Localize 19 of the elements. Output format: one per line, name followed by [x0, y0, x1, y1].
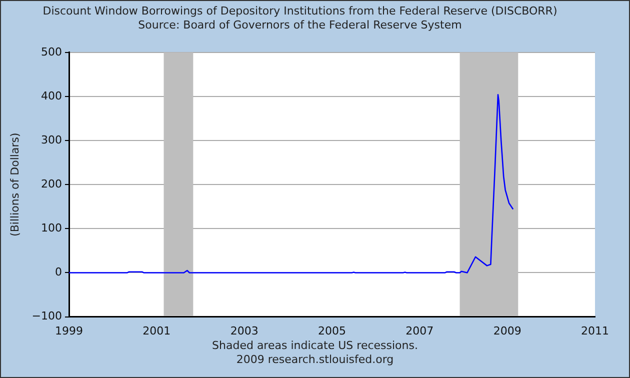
chart-subtitle: Source: Board of Governors of the Federal Reserve System — [138, 18, 462, 32]
x-tick-label: 1999 — [55, 324, 83, 338]
text: 2009 research.stlouisfed.org — [235, 353, 395, 367]
y-tick-label: 300 — [41, 133, 62, 146]
y-tick-label: 500 — [41, 45, 62, 58]
y-tick-label: 200 — [41, 177, 62, 190]
y-tick-label: 0 — [55, 266, 62, 279]
text: Shaded areas indicate US recessions. — [211, 339, 419, 353]
y-tick-label: 400 — [41, 89, 62, 102]
x-tick-label: 2005 — [318, 324, 346, 338]
x-tick-label: 2009 — [493, 324, 522, 338]
x-tick-label: 2011 — [581, 324, 609, 338]
x-tick-label: 2003 — [230, 324, 258, 338]
x-tick-label: 2001 — [142, 324, 171, 338]
y-tick-label: −100 — [32, 310, 62, 323]
chart-title: Discount Window Borrowings of Depository Institutions from the Federal Reserve (DISCBORR) — [42, 4, 558, 18]
y-tick-label: 100 — [41, 222, 62, 235]
y-axis-title: (Billions of Dollars) — [8, 132, 22, 236]
x-tick-label: 2007 — [406, 324, 434, 338]
